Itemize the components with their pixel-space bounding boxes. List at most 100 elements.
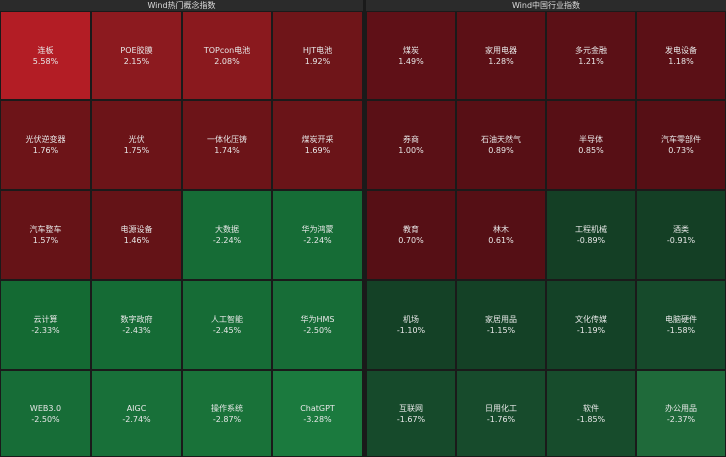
- panel: Wind热门概念指数 连板 5.58% POE胶膜 2.15% TOPcon电池 2.08%…: [0, 0, 363, 457]
- heatmap-cell: 林木 0.61%: [456, 190, 546, 280]
- cell-change: 0.70%: [398, 236, 424, 245]
- cell-change: 0.85%: [578, 146, 604, 155]
- cell-change: 5.58%: [32, 56, 59, 66]
- heatmap-cell: 人工智能 -2.45%: [182, 280, 272, 370]
- heatmap-cell: 电脑硬件 -1.58%: [636, 280, 726, 370]
- cell-name: POE胶膜: [120, 45, 153, 55]
- cell-name: 工程机械: [575, 225, 607, 234]
- heatmap-cell: 石油天然气 0.89%: [456, 100, 546, 190]
- cell-name: 石油天然气: [481, 135, 521, 144]
- heatmap-cell: 机场 -1.10%: [366, 280, 456, 370]
- cell-name: 发电设备: [665, 45, 697, 55]
- cell-change: 1.28%: [488, 56, 514, 66]
- cell-change: 0.61%: [488, 236, 514, 245]
- cell-change: -1.58%: [666, 326, 696, 335]
- heatmap-cell: 软件 -1.85%: [546, 370, 636, 457]
- cell-name: 券商: [403, 135, 419, 144]
- heatmap-cell: HJT电池 1.92%: [272, 11, 363, 100]
- cell-name: 光伏逆变器: [25, 135, 66, 144]
- panel-title: Wind热门概念指数: [0, 0, 363, 11]
- cell-change: -2.50%: [31, 414, 60, 424]
- heatmap-cell: 发电设备 1.18%: [636, 11, 726, 100]
- heatmap-cell: 家居用品 -1.15%: [456, 280, 546, 370]
- heatmap-cell: 半导体 0.85%: [546, 100, 636, 190]
- heatmap-cell: 大数据 -2.24%: [182, 190, 272, 280]
- cell-change: 1.74%: [214, 146, 240, 155]
- cell-name: 汽车整车: [29, 225, 62, 234]
- cell-change: 1.49%: [398, 56, 424, 66]
- cell-name: 操作系统: [211, 403, 243, 413]
- cell-name: 互联网: [399, 403, 423, 413]
- cell-name: 机场: [403, 315, 419, 324]
- cell-name: 多元金融: [575, 45, 607, 55]
- cell-name: 家用电器: [485, 45, 517, 55]
- cell-name: HJT电池: [302, 45, 333, 55]
- cell-name: 电源设备: [120, 225, 153, 234]
- cell-name: 华为鸿蒙: [301, 225, 334, 234]
- cell-name: 华为HMS: [300, 315, 335, 324]
- cell-change: -2.74%: [122, 414, 151, 424]
- panel-title: Wind中国行业指数: [366, 0, 726, 11]
- heatmap-cell: 华为HMS -2.50%: [272, 280, 363, 370]
- heatmap-cell: 光伏 1.75%: [91, 100, 182, 190]
- cell-change: 0.89%: [488, 146, 514, 155]
- cell-change: 1.69%: [304, 146, 331, 155]
- cell-change: 1.57%: [32, 236, 59, 245]
- cell-change: -1.15%: [486, 326, 516, 335]
- heatmap-cell: 华为鸿蒙 -2.24%: [272, 190, 363, 280]
- cell-change: -2.37%: [666, 414, 696, 424]
- cell-name: WEB3.0: [29, 403, 62, 413]
- cell-name: 光伏: [128, 135, 145, 144]
- heatmap-cell: 操作系统 -2.87%: [182, 370, 272, 457]
- cell-name: 酒类: [673, 225, 689, 234]
- cell-change: 1.75%: [123, 146, 150, 155]
- cell-name: ChatGPT: [300, 403, 335, 413]
- cell-change: -1.10%: [396, 326, 426, 335]
- cell-change: -3.28%: [303, 414, 332, 424]
- heatmap-cell: 办公用品 -2.37%: [636, 370, 726, 457]
- heatmap-cell: 酒类 -0.91%: [636, 190, 726, 280]
- cell-change: 1.46%: [123, 236, 150, 245]
- heatmap-cell: 教育 0.70%: [366, 190, 456, 280]
- cell-change: -2.33%: [31, 326, 60, 335]
- cell-name: 汽车零部件: [661, 135, 701, 144]
- cell-change: -2.24%: [212, 236, 242, 245]
- heatmap-cell: 汽车整车 1.57%: [0, 190, 91, 280]
- panel: Wind中国行业指数 煤炭 1.49% 家用电器 1.28% 多元金融 1.21% 发电设备 1…: [366, 0, 726, 457]
- cell-name: 教育: [403, 225, 419, 234]
- cell-change: 1.21%: [578, 56, 604, 66]
- cell-change: -2.24%: [303, 236, 332, 245]
- cell-name: 一体化压铸: [207, 135, 247, 144]
- cell-change: -1.85%: [576, 414, 606, 424]
- heatmap-cell: 文化传媒 -1.19%: [546, 280, 636, 370]
- cell-name: 软件: [583, 403, 599, 413]
- cell-change: -1.67%: [396, 414, 426, 424]
- heatmap-cell: ChatGPT -3.28%: [272, 370, 363, 457]
- heatmap-cell: POE胶膜 2.15%: [91, 11, 182, 100]
- heatmap-cell: 一体化压铸 1.74%: [182, 100, 272, 190]
- cell-name: 家居用品: [485, 315, 517, 324]
- heatmap-cell: 连板 5.58%: [0, 11, 91, 100]
- cell-change: -1.19%: [576, 326, 606, 335]
- cell-change: 0.73%: [668, 146, 694, 155]
- cell-name: 数字政府: [120, 315, 153, 324]
- cell-name: AIGC: [126, 403, 147, 413]
- cell-name: TOPcon电池: [203, 45, 251, 55]
- heatmap-cell: 光伏逆变器 1.76%: [0, 100, 91, 190]
- heatmap-cell: 数字政府 -2.43%: [91, 280, 182, 370]
- heatmap-cell: 互联网 -1.67%: [366, 370, 456, 457]
- cell-name: 煤炭开采: [301, 135, 334, 144]
- cell-name: 连板: [37, 45, 54, 55]
- heatmap-cell: 券商 1.00%: [366, 100, 456, 190]
- cell-change: 1.18%: [668, 56, 694, 66]
- cell-name: 办公用品: [665, 403, 697, 413]
- heatmap-cell: 多元金融 1.21%: [546, 11, 636, 100]
- cell-change: -2.87%: [212, 414, 242, 424]
- cell-name: 大数据: [215, 225, 239, 234]
- heatmap-cell: 煤炭开采 1.69%: [272, 100, 363, 190]
- cell-change: -2.45%: [212, 326, 242, 335]
- cell-change: 1.00%: [398, 146, 424, 155]
- heatmap-cell: AIGC -2.74%: [91, 370, 182, 457]
- heatmap-cell: 家用电器 1.28%: [456, 11, 546, 100]
